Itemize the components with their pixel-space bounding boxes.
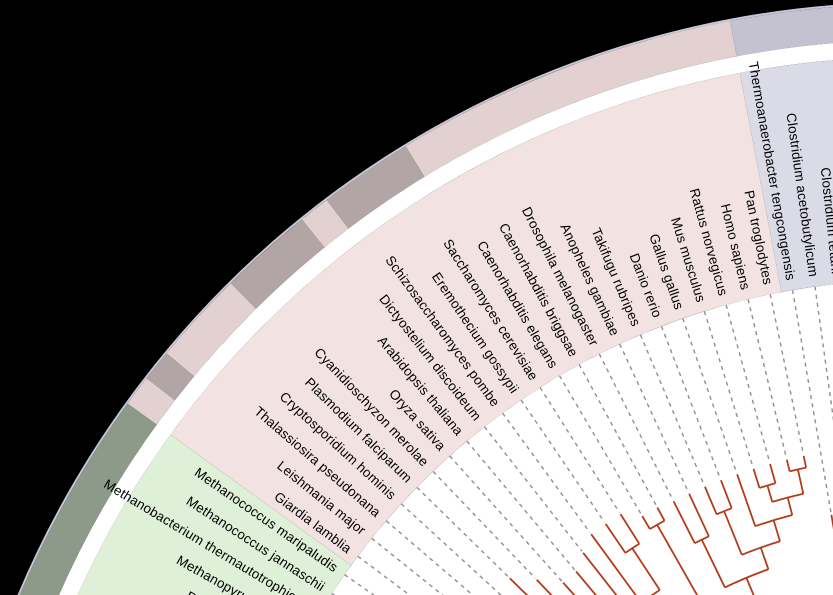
band-segment <box>146 353 195 401</box>
tree-branch <box>700 539 726 588</box>
domain-wedge-archaea <box>77 434 352 595</box>
domain-wedge-bacteria <box>739 60 833 293</box>
outer-edge-line <box>17 5 833 595</box>
band-segment <box>405 20 737 177</box>
leaf-dash-connector <box>639 334 705 486</box>
tree-branch <box>536 579 553 595</box>
tree-branch <box>590 533 637 595</box>
leaf-dash-connector <box>725 304 771 463</box>
leaf-dash-connector <box>449 455 563 582</box>
tree-node-arc <box>650 589 661 595</box>
tree-branch <box>509 577 529 595</box>
leaf-dash-connector <box>619 343 689 493</box>
band-segment <box>19 403 157 595</box>
leaf-dash-connector <box>502 412 591 533</box>
tree-branch <box>688 493 710 537</box>
leaf-dash-connector <box>385 520 474 595</box>
tree-branch <box>802 455 807 468</box>
leaf-dash-connector <box>432 470 536 579</box>
leaf-dash-connector <box>660 326 721 479</box>
band-segment <box>729 7 833 57</box>
tree-branch <box>619 513 641 545</box>
phylo-tree <box>509 455 833 595</box>
leaf-connector-dashes <box>331 286 833 595</box>
band-segment <box>301 199 349 248</box>
tree-branch <box>723 510 743 556</box>
tree-branch <box>796 469 805 494</box>
tree-branch <box>575 570 597 595</box>
leaf-dash-connector <box>682 318 738 473</box>
leaf-dash-connector <box>416 486 509 578</box>
leaf-dash-connector <box>520 399 606 523</box>
leaf-dash-connector <box>466 440 576 571</box>
tree-branch <box>772 519 781 542</box>
tree-area-disk <box>330 284 833 595</box>
band-segment <box>326 146 425 229</box>
leaf-dash-connector <box>703 311 754 468</box>
leaf-dash-connector <box>344 574 375 595</box>
band-segment <box>230 219 325 309</box>
leaf-dash-connector <box>598 353 674 500</box>
leaf-dash-connector <box>400 503 502 595</box>
leaf-dash-connector <box>357 555 411 595</box>
leaf-dash-connector <box>769 294 804 455</box>
leaf-dash-connector <box>578 364 657 507</box>
tree-branch <box>759 547 770 570</box>
tree-branch <box>786 497 794 516</box>
tree-branch <box>745 577 755 595</box>
leaf-dash-connector <box>558 375 642 515</box>
tree-branch <box>704 486 718 515</box>
band-segment <box>127 378 175 425</box>
tree-branch <box>656 507 666 522</box>
tree-branch <box>641 515 651 530</box>
tree-branch <box>766 485 774 503</box>
tree-branch <box>736 473 757 527</box>
tree-branch <box>720 479 733 509</box>
tree-branch <box>752 468 761 489</box>
tree-branch <box>785 459 791 472</box>
leaf-dash-connector <box>483 426 583 552</box>
band-segment <box>166 283 257 377</box>
tree-branch <box>582 552 618 595</box>
tree-branch <box>631 547 661 591</box>
outer-band <box>19 7 833 595</box>
leaf-dash-connector <box>747 299 788 458</box>
tree-branch <box>604 523 627 554</box>
tree-branch <box>769 463 777 484</box>
domain-wedges <box>77 60 833 595</box>
tree-branch <box>672 500 696 544</box>
tree-branch <box>656 524 699 595</box>
domain-wedge-eukaryota <box>170 73 783 567</box>
leaf-dash-connector <box>539 387 621 513</box>
